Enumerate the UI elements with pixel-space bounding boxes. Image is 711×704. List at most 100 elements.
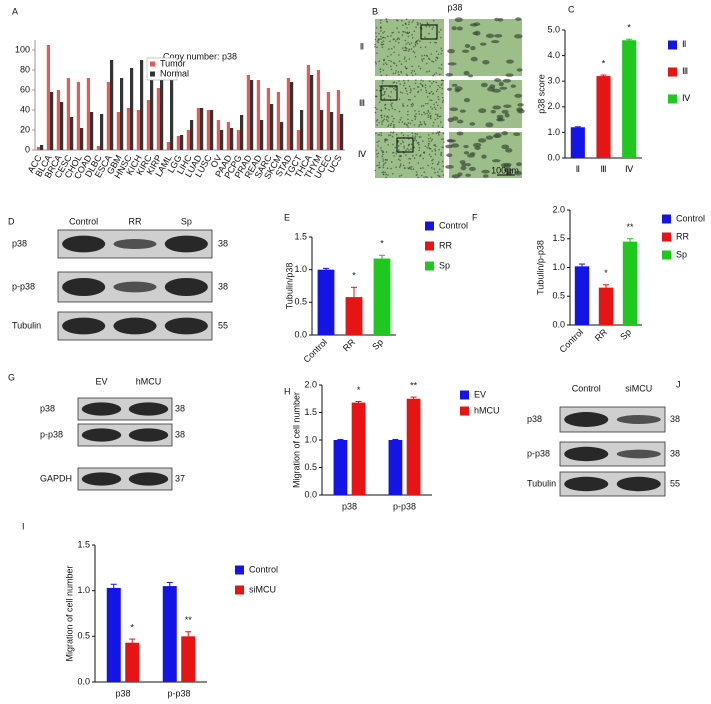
cell: [415, 153, 418, 156]
cell: [451, 83, 458, 87]
cell: [490, 109, 496, 114]
cell: [418, 136, 421, 138]
cell: [413, 87, 415, 90]
cell: [408, 157, 410, 160]
cell: [435, 72, 437, 74]
cell: [440, 84, 443, 86]
cell: [390, 105, 393, 107]
cell: [393, 155, 395, 157]
cell: [387, 120, 389, 122]
cell: [416, 86, 419, 88]
bar: [76, 82, 80, 150]
cell: [469, 122, 476, 126]
cell: [389, 86, 391, 88]
cell: [465, 173, 471, 177]
cell: [424, 123, 427, 126]
legend-label: Sp: [676, 249, 687, 259]
significance: **: [626, 222, 634, 232]
cell: [413, 124, 416, 126]
cell: [402, 105, 404, 107]
panel-letter: J: [676, 379, 681, 389]
cell: [442, 174, 445, 176]
cell: [390, 122, 393, 125]
bar: [206, 110, 210, 150]
cell: [454, 88, 461, 93]
band: [128, 402, 169, 416]
bar: [180, 135, 184, 150]
cell: [433, 168, 436, 170]
cell: [419, 154, 422, 156]
cell: [427, 164, 429, 167]
cell: [440, 151, 443, 154]
cell: [417, 39, 420, 41]
y-tick-label: 1.5: [294, 231, 307, 241]
significance: *: [357, 385, 361, 395]
bar: [100, 114, 104, 150]
cell: [424, 175, 427, 178]
cell: [411, 102, 414, 105]
cell: [411, 105, 413, 108]
cell: [437, 132, 440, 135]
cell: [399, 159, 401, 162]
bar: [250, 80, 254, 150]
cell: [423, 54, 426, 57]
cell: [377, 152, 380, 155]
cell: [425, 54, 428, 57]
cell: [514, 93, 523, 98]
x-tick-label: p38: [342, 501, 357, 511]
legend-swatch: [460, 406, 469, 416]
band: [113, 281, 157, 293]
cell: [418, 125, 420, 128]
bar: [96, 146, 100, 150]
cell: [376, 141, 378, 144]
error-bar: [410, 396, 417, 401]
cell: [413, 51, 416, 54]
cell: [416, 133, 419, 136]
legend-label: Ⅳ: [682, 93, 691, 103]
y-tick-label: 2.0: [547, 101, 560, 111]
blot-strip: [57, 311, 213, 341]
cell: [412, 103, 415, 106]
y-tick-label: 4.0: [547, 50, 560, 60]
cell: [393, 46, 396, 48]
cell: [390, 35, 392, 37]
bar: [110, 60, 114, 150]
cell: [401, 121, 404, 123]
cell: [397, 41, 400, 44]
cell: [393, 81, 396, 84]
cell: [428, 140, 430, 143]
cell: [390, 68, 393, 71]
cell: [407, 118, 409, 121]
cell: [427, 110, 430, 113]
cell: [385, 116, 388, 118]
cell: [407, 167, 409, 169]
error-bar: [337, 438, 344, 441]
cell: [418, 143, 420, 146]
kda-label: 38: [670, 448, 680, 458]
cell: [389, 124, 392, 127]
y-tick-label: 1.0: [547, 127, 560, 137]
bar: [622, 241, 638, 325]
band: [164, 235, 208, 253]
cell: [391, 86, 394, 88]
cell: [445, 164, 454, 169]
cell: [481, 169, 490, 174]
cell: [380, 38, 382, 40]
cell: [410, 89, 412, 92]
cell: [429, 137, 432, 139]
lane-label: EV: [95, 376, 107, 386]
bar: [146, 100, 150, 150]
cell: [429, 116, 432, 118]
cell: [414, 118, 417, 120]
cell: [429, 117, 432, 120]
cell: [403, 147, 406, 149]
cell: [388, 108, 390, 111]
bar: [574, 266, 590, 325]
cell: [382, 40, 385, 43]
cell: [422, 104, 425, 107]
cell: [428, 57, 430, 60]
cell: [383, 58, 385, 61]
cell: [440, 28, 442, 31]
error-bar: [129, 638, 136, 647]
cell: [416, 42, 419, 45]
